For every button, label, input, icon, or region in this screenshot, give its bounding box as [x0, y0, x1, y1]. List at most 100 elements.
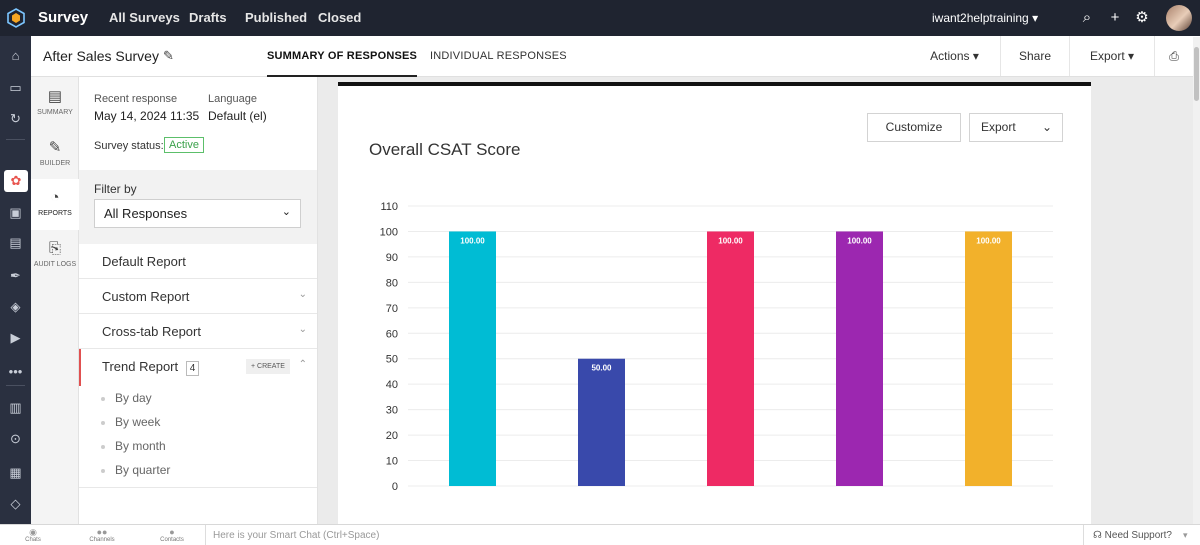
report-card: Customize Export ⌄ Overall CSAT Score 11…: [338, 82, 1091, 524]
need-support-link[interactable]: ☊ Need Support?: [1093, 530, 1172, 541]
report-default[interactable]: Default Report: [79, 244, 317, 279]
pie-icon: ◔: [50, 189, 60, 206]
plus-icon[interactable]: +: [1110, 9, 1120, 26]
y-tick-label: 80: [386, 277, 398, 289]
bar: [707, 231, 754, 486]
trend-count-badge: 4: [185, 361, 200, 376]
nav-all-surveys[interactable]: All Surveys: [109, 10, 180, 25]
chevron-down-icon[interactable]: ▾: [1183, 530, 1188, 540]
tab-summary[interactable]: SUMMARY OF RESPONSES: [267, 50, 418, 77]
y-tick-label: 60: [386, 328, 398, 340]
report-custom[interactable]: Custom Report ⌄: [79, 279, 317, 314]
bottom-label: Channels: [89, 537, 115, 543]
rail-reports[interactable]: ◔ REPORTS: [31, 179, 79, 230]
rail-summary[interactable]: ▤ SUMMARY: [31, 77, 79, 128]
scrollbar-thumb[interactable]: [1194, 47, 1199, 101]
video-icon[interactable]: ▶: [10, 330, 21, 345]
gear-icon[interactable]: ⚙: [1135, 9, 1149, 26]
y-tick-label: 10: [386, 456, 398, 468]
app-name[interactable]: Survey: [38, 9, 89, 26]
search-icon[interactable]: ⌕: [1082, 9, 1092, 26]
y-tick-label: 90: [386, 252, 398, 264]
bar-data-label: 100.00: [460, 236, 485, 245]
nav-closed[interactable]: Closed: [318, 10, 362, 25]
avatar[interactable]: [1166, 5, 1192, 31]
wallet-icon[interactable]: ▦: [9, 465, 22, 480]
share-button[interactable]: Share: [1000, 36, 1069, 76]
pen-icon[interactable]: ✒: [10, 268, 21, 283]
rail-builder[interactable]: ✎ BUILDER: [31, 128, 79, 179]
refresh-icon[interactable]: ↻: [10, 111, 21, 126]
bar: [449, 231, 496, 486]
trend-by-day[interactable]: By day: [101, 391, 152, 405]
smart-chat-input[interactable]: Here is your Smart Chat (Ctrl+Space): [213, 530, 380, 541]
status-badge: Active: [164, 137, 204, 153]
customize-button[interactable]: Customize: [867, 113, 961, 142]
report-crosstab[interactable]: Cross-tab Report ⌄: [79, 314, 317, 349]
ticket-icon[interactable]: ◇: [10, 496, 21, 511]
trend-by-quarter[interactable]: By quarter: [101, 463, 170, 477]
bar-data-label: 100.00: [976, 236, 1001, 245]
tag-icon[interactable]: ◈: [10, 299, 21, 314]
y-tick-label: 70: [386, 303, 398, 315]
actions-button[interactable]: Actions ▾: [930, 49, 979, 63]
language-value: Default (el): [208, 109, 267, 123]
edit-title-icon[interactable]: ✎: [163, 48, 174, 63]
filter-select[interactable]: All Responses ⌄: [94, 199, 301, 228]
y-tick-label: 20: [386, 430, 398, 442]
chat-icon[interactable]: ▭: [9, 80, 22, 95]
bar: [578, 358, 625, 486]
print-icon[interactable]: ⎙: [1154, 36, 1193, 76]
nav-drafts[interactable]: Drafts: [189, 10, 227, 25]
y-tick-label: 100: [380, 226, 398, 238]
trend-by-month[interactable]: By month: [101, 439, 166, 453]
filter-label: Filter by: [94, 182, 137, 196]
need-support-label: Need Support?: [1104, 530, 1172, 541]
export-menu-button[interactable]: Export ▾: [1069, 36, 1154, 76]
language-label: Language: [208, 93, 257, 105]
rail-label: SUMMARY: [37, 109, 73, 116]
trend-by-week[interactable]: By week: [101, 415, 160, 429]
person-icon: ●: [169, 527, 175, 537]
recent-response-label: Recent response: [94, 93, 178, 105]
rail-audit-logs[interactable]: ⎘ AUDIT LOGS: [31, 230, 79, 281]
report-trend[interactable]: Trend Report 4 + CREATE ⌃: [79, 349, 317, 386]
recent-response-value: May 14, 2024 11:35: [94, 109, 200, 123]
app-rail: ⌂ ▭ ↻ ✿ ▣ ▤ ✒ ◈ ▶ ••• ▥ ⊙ ▦ ◇: [0, 36, 31, 524]
app-logo-icon[interactable]: [6, 8, 26, 28]
rail-label: AUDIT LOGS: [33, 261, 77, 268]
page-scrollbar[interactable]: [1193, 37, 1200, 524]
bottom-chats[interactable]: ◉ Chats: [13, 527, 53, 543]
bar-data-label: 50.00: [591, 364, 612, 373]
status-label: Survey status:: [94, 140, 164, 152]
home-icon[interactable]: ⌂: [11, 48, 20, 63]
report-trend-label: Trend Report: [102, 359, 179, 374]
y-tick-label: 40: [386, 379, 398, 391]
survey-header: After Sales Survey ✎ SUMMARY OF RESPONSE…: [31, 36, 1200, 77]
bottom-label: Contacts: [160, 537, 184, 543]
bottom-channels[interactable]: ●● Channels: [82, 527, 122, 543]
account-menu[interactable]: iwant2helptraining ▾: [932, 11, 1039, 25]
survey-app-icon[interactable]: ✿: [4, 170, 28, 192]
tab-individual[interactable]: INDIVIDUAL RESPONSES: [430, 50, 567, 62]
create-trend-button[interactable]: + CREATE: [246, 359, 290, 374]
headset-icon: ☊: [1093, 530, 1102, 541]
rail-divider: [6, 139, 25, 140]
y-tick-label: 110: [380, 201, 398, 213]
report-custom-label: Custom Report: [102, 289, 190, 304]
form-icon[interactable]: ▣: [9, 205, 22, 220]
export-dropdown[interactable]: Export ⌄: [969, 113, 1063, 142]
search-doc-icon[interactable]: ⊙: [10, 431, 21, 446]
bar-data-label: 100.00: [847, 236, 872, 245]
rail-divider: [6, 385, 25, 386]
inbox-icon[interactable]: ▤: [9, 235, 22, 250]
chevron-down-icon[interactable]: ⌄: [298, 289, 307, 300]
survey-section-rail: ▤ SUMMARY ✎ BUILDER ◔ REPORTS ⎘ AUDIT LO…: [31, 77, 79, 524]
chevron-down-icon[interactable]: ⌄: [298, 324, 307, 335]
document-icon[interactable]: ▥: [9, 400, 22, 415]
chevron-up-icon[interactable]: ⌃: [298, 359, 307, 370]
nav-published[interactable]: Published: [245, 10, 308, 25]
more-icon[interactable]: •••: [8, 364, 23, 379]
bottom-contacts[interactable]: ● Contacts: [152, 527, 192, 543]
bar: [965, 231, 1012, 486]
